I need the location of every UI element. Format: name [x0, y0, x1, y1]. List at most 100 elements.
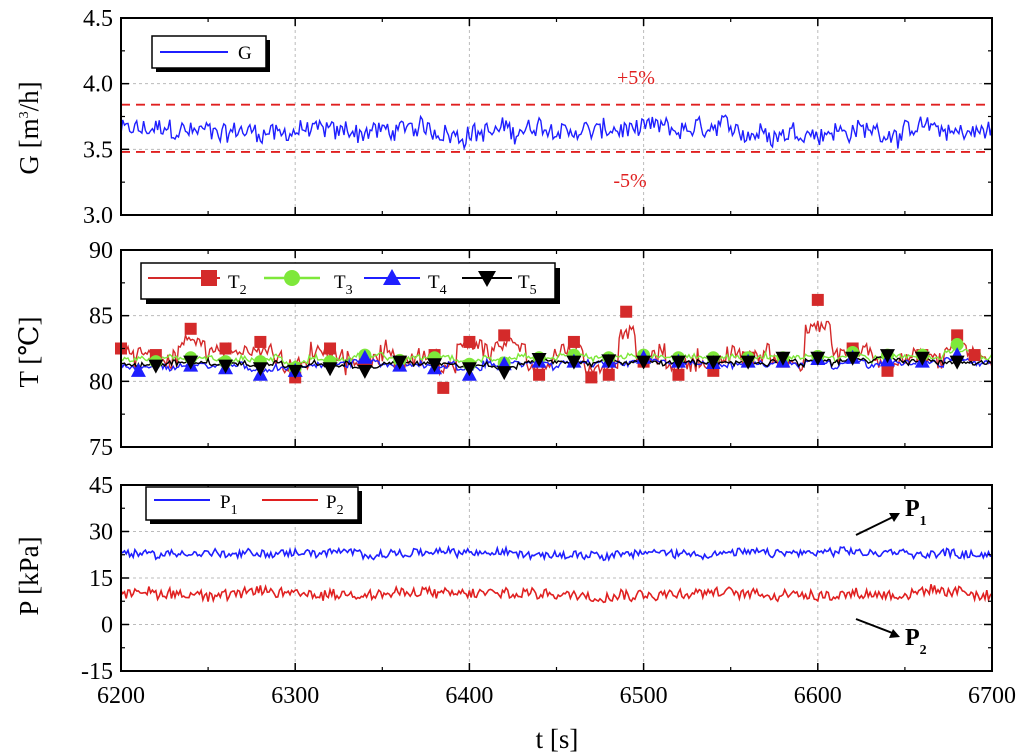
data-point-t5 [357, 364, 373, 379]
data-point-t5 [636, 355, 652, 370]
data-point-t2 [968, 349, 981, 362]
data-point-t5 [914, 351, 930, 366]
data-point-t3 [950, 338, 964, 352]
legend-entry-t2: T2 [148, 270, 247, 298]
data-point-t2 [672, 368, 685, 381]
y-tick-label: 85 [89, 304, 113, 330]
data-point-t5 [566, 355, 582, 370]
data-point-t4 [130, 362, 146, 377]
legend-entry-p1: P1 [154, 492, 238, 518]
annotation-arrow-p2 [855, 618, 896, 635]
annotation-p1: P1 [855, 496, 927, 536]
data-point-t2 [951, 329, 964, 342]
flow-legend: G [151, 35, 270, 72]
legend-entry-t5: T5 [462, 271, 537, 298]
legend-label-p1: P1 [220, 492, 238, 518]
y-tick-label: 0 [101, 613, 113, 639]
legend-entry-p2: P2 [262, 492, 344, 518]
x-tick-label: 6200 [97, 683, 145, 709]
ref-label-plus5: +5% [617, 67, 655, 89]
data-point-t2 [184, 322, 197, 335]
pressure-y-axis-title: P [kPa] [14, 536, 44, 615]
pressure-legend: P1 P2 [145, 486, 362, 524]
y-tick-label: 15 [89, 566, 113, 592]
data-point-t5 [148, 359, 164, 374]
data-point-t2 [463, 335, 476, 348]
x-axis-title: t [s] [536, 724, 579, 754]
x-tick-label: 6400 [445, 683, 493, 709]
data-point-t5 [392, 355, 408, 370]
series-line-p1 [120, 544, 993, 562]
data-point-t5 [705, 355, 721, 370]
data-point-t5 [218, 359, 234, 374]
data-point-t5 [461, 362, 477, 377]
y-tick-label: -15 [81, 659, 113, 685]
data-point-t2 [219, 342, 232, 355]
data-point-t5 [670, 355, 686, 370]
temperature-y-axis-title: T [℃] [14, 317, 44, 388]
data-point-t5 [879, 349, 895, 364]
legend-label-t3: T3 [334, 272, 353, 298]
data-point-t5 [531, 353, 547, 368]
legend-label-g: G [238, 43, 252, 64]
data-point-t2 [585, 371, 598, 384]
y-tick-label: 30 [89, 520, 113, 546]
y-tick-label: 4.5 [83, 6, 113, 32]
data-point-t5 [252, 362, 268, 377]
data-point-t2 [620, 305, 633, 318]
data-point-t5 [775, 351, 791, 366]
data-point-t2 [881, 364, 894, 377]
legend-label-t5: T5 [518, 272, 537, 298]
data-point-t2 [437, 381, 450, 394]
data-point-t5 [427, 358, 443, 373]
annotation-label-p2: P2 [905, 625, 927, 658]
series-line-p2 [120, 583, 993, 604]
legend-marker-t2 [201, 270, 217, 286]
data-point-t2 [602, 368, 615, 381]
x-tick-label: 6500 [620, 683, 668, 709]
data-point-t5 [810, 351, 826, 366]
temperature-legend: T2 T3 T4 T5 [140, 262, 560, 304]
legend-label-t4: T4 [428, 272, 447, 298]
ref-label-minus5: -5% [613, 170, 646, 192]
data-point-t5 [845, 351, 861, 366]
data-point-t2 [567, 335, 580, 348]
series-line-t3 [120, 348, 993, 366]
legend-marker-t4 [383, 269, 401, 285]
data-point-t5 [496, 366, 512, 381]
y-tick-label: 4.0 [83, 72, 113, 98]
y-tick-label: 3.5 [83, 137, 113, 163]
legend-label-p2: P2 [326, 492, 344, 518]
flow-y-axis-title: G [m3/h] [14, 81, 44, 174]
x-tick-label: 6700 [968, 683, 1016, 709]
data-point-t5 [287, 364, 303, 379]
x-tick-label: 6600 [794, 683, 842, 709]
legend-label-t2: T2 [228, 272, 247, 298]
y-tick-label: 75 [89, 435, 113, 461]
data-point-t4 [357, 349, 373, 364]
y-tick-label: 80 [89, 369, 113, 395]
y-tick-label: 3.0 [83, 203, 113, 229]
data-point-t5 [740, 355, 756, 370]
data-point-t5 [601, 354, 617, 369]
legend-marker-t5 [478, 271, 496, 287]
data-point-t2 [324, 342, 337, 355]
annotation-label-p1: P1 [905, 496, 927, 529]
legend-marker-t3 [284, 270, 300, 286]
y-tick-label: 45 [89, 473, 113, 499]
data-point-t5 [949, 355, 965, 370]
data-point-t2 [533, 368, 546, 381]
annotation-p2: P2 [855, 618, 927, 658]
legend-entry-t3: T3 [264, 270, 353, 298]
data-point-t5 [322, 362, 338, 377]
data-point-t2 [498, 329, 511, 342]
annotation-arrow-p1 [855, 515, 896, 536]
series-line-g [120, 114, 993, 151]
data-point-t2 [254, 335, 267, 348]
data-point-t5 [183, 355, 199, 370]
x-tick-label: 6300 [271, 683, 319, 709]
legend-entry-t4: T4 [364, 269, 447, 298]
y-tick-label: 90 [89, 238, 113, 264]
data-point-t2 [811, 293, 824, 306]
